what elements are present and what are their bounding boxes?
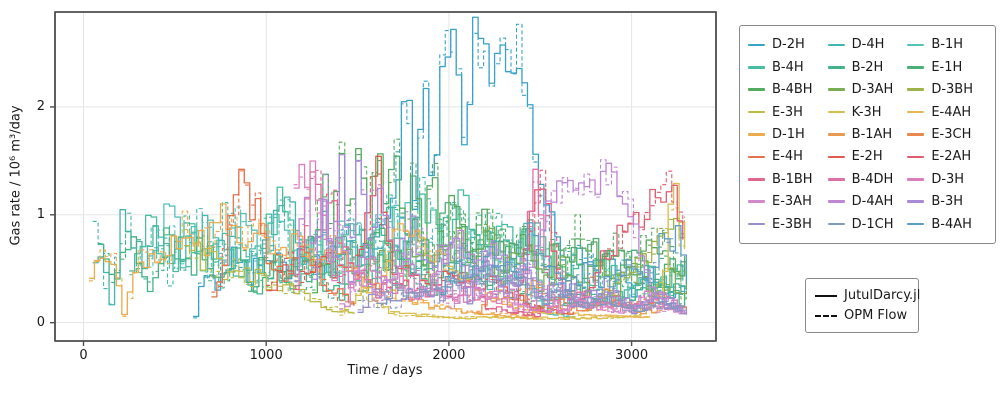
legend-item-d-4ah: D-4AH [827,194,908,210]
legend-label: B-4AH [931,216,972,232]
line-swatch-icon [748,155,765,159]
line-swatch-icon [748,88,765,91]
line-swatch-icon [827,65,845,69]
legend-item-d-4h: D-4H [827,37,908,53]
legend-item-opm-flow: OPM Flow [815,308,909,323]
legend-label: B-4DH [851,171,894,187]
legend-item-b-4bh: B-4BH [748,82,828,97]
dashed-line-icon [815,314,837,317]
line-swatch-icon [827,88,845,91]
legend-item-e-3ah: E-3AH [748,194,828,209]
legend-label: B-1AH [851,126,893,142]
line-swatch-icon [907,65,925,69]
x-tick-label: 2000 [432,348,466,363]
legend-label: D-1H [772,126,805,142]
legend-label: E-2H [851,149,883,165]
line-swatch-icon [907,200,925,203]
line-swatch-icon [907,133,925,136]
legend-label: D-4H [851,37,885,53]
legend-label: E-2AH [931,149,972,165]
legend-item-d-1h: D-1H [748,127,828,142]
line-swatch-icon [827,222,845,226]
x-tick-label: 3000 [615,348,649,363]
legend-label: B-4H [772,59,804,75]
y-tick-label: 1 [36,206,45,222]
model-label: OPM Flow [844,308,908,323]
legend-label: K-3H [851,104,882,120]
wells-legend: D-2H D-4H B-1H B-4H B-2H E-1H B-4BH D-3AH D-3BH E… [739,25,996,244]
legend-label: E-3BH [772,216,812,232]
line-swatch-icon [748,133,765,136]
line-swatch-icon [827,200,845,203]
legend-item-e-4h: E-4H [748,149,828,164]
line-swatch-icon [827,155,845,159]
legend-item-d-2h: D-2H [748,37,828,52]
legend-item-e-3ch: E-3CH [907,127,987,142]
legend-item-d-3bh: D-3BH [907,82,987,97]
line-swatch-icon [827,177,845,181]
line-swatch-icon [907,43,925,47]
legend-label: E-3AH [772,194,812,210]
line-swatch-icon [748,65,765,69]
line-swatch-icon [748,43,765,47]
legend-item-e-3bh: E-3BH [748,217,828,232]
legend-label: E-3H [772,104,803,120]
legend-label: E-4H [772,149,803,165]
legend-item-b-3h: B-3H [907,194,987,209]
x-tick-label: 1000 [249,348,283,363]
x-tick-label: 0 [79,348,88,363]
solid-line-icon [815,294,837,297]
legend-label: B-3H [931,194,963,210]
line-swatch-icon [748,110,765,114]
model-label: JutulDarcy.jl [844,288,921,303]
legend-item-b-1ah: B-1AH [827,126,908,142]
line-swatch-icon [907,177,925,181]
legend-item-b-1h: B-1H [907,37,987,52]
legend-item-d-1ch: D-1CH [827,216,908,232]
legend-item-e-1h: E-1H [907,60,987,75]
legend-item-e-3h: E-3H [748,105,828,120]
legend-label: B-4BH [772,82,813,98]
legend-item-b-4h: B-4H [748,60,828,75]
line-swatch-icon [827,110,845,114]
legend-label: D-4AH [851,194,894,210]
line-swatch-icon [748,222,765,226]
legend-label: B-1BH [772,171,813,187]
legend-item-jutuldarcy: JutulDarcy.jl [815,288,920,303]
legend-label: E-3CH [931,126,972,142]
legend-label: D-3AH [851,82,894,98]
line-swatch-icon [748,177,765,181]
legend-item-b-1bh: B-1BH [748,172,828,187]
line-swatch-icon [907,155,925,159]
legend-label: D-3BH [931,82,973,98]
legend-item-b-2h: B-2H [827,59,908,75]
line-swatch-icon [827,43,845,47]
line-swatch-icon [827,133,845,136]
legend-label: D-2H [772,37,805,53]
legend-label: D-3H [931,171,965,187]
legend-item-d-3h: D-3H [907,172,987,187]
line-swatch-icon [907,110,925,114]
legend-item-e-4ah: E-4AH [907,105,987,120]
legend-label: B-1H [931,37,963,53]
line-swatch-icon [748,200,765,203]
x-axis-label: Time / days [347,363,423,378]
legend-item-k-3h: K-3H [827,104,908,120]
legend-item-b-4ah: B-4AH [907,217,987,232]
models-legend: JutulDarcy.jl OPM Flow [805,278,920,333]
legend-item-e-2ah: E-2AH [907,149,987,164]
line-swatch-icon [907,222,925,226]
legend-item-d-3ah: D-3AH [827,82,908,98]
legend-label: E-4AH [931,104,972,120]
y-tick-label: 0 [36,314,45,330]
legend-label: B-2H [851,59,884,75]
legend-item-b-4dh: B-4DH [827,171,908,187]
legend-item-e-2h: E-2H [827,149,908,165]
y-tick-label: 2 [36,98,45,114]
legend-label: E-1H [931,59,963,75]
line-swatch-icon [907,88,925,91]
legend-label: D-1CH [851,216,894,232]
